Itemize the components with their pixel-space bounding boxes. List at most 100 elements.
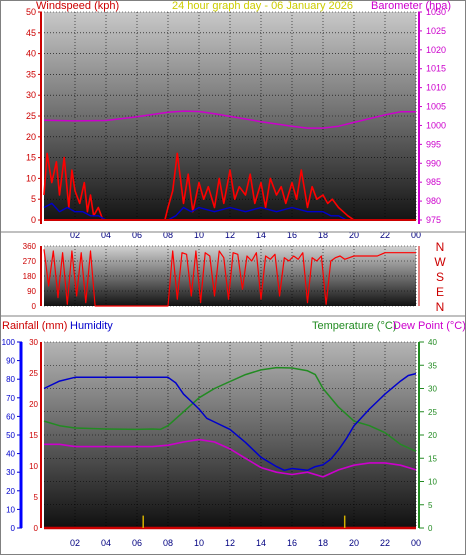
humidity-y-tick-label: 30	[6, 468, 15, 477]
wind-direction-line	[43, 249, 416, 307]
temp-x-tick-label: 02	[70, 538, 80, 548]
barometer-line	[43, 110, 416, 129]
dewpoint-line	[44, 438, 417, 478]
humidity-y-tick-label: 100	[2, 338, 16, 347]
temperature-axis-title: Temperature (°C)	[312, 320, 397, 332]
temp-y-tick-label: 40	[428, 338, 437, 347]
baro-y-tick-label: 1010	[426, 83, 446, 93]
temp-x-tick-label: 12	[225, 538, 235, 548]
wind-y-tick-label: 0	[31, 215, 36, 225]
baro-y-tick-label: 995	[426, 139, 441, 149]
wind-y-tick-label: 50	[26, 7, 36, 17]
wind-y-tick-label: 45	[26, 28, 36, 38]
temp-x-tick-label: 06	[132, 538, 142, 548]
dir-y-tick-label: 0	[32, 302, 37, 311]
dir-y-tick-label: 90	[27, 287, 36, 296]
graph-title: 24 hour graph day - 06 January 2026	[172, 0, 354, 12]
wind-x-tick-label: 08	[163, 230, 173, 240]
wind-average-line	[43, 202, 416, 221]
wind-y-tick-label: 40	[26, 49, 36, 59]
compass-label: E	[436, 285, 444, 299]
dir-y-tick-label: 180	[23, 272, 37, 281]
rain-y-tick-label: 20	[29, 400, 38, 409]
wind-x-tick-label: 20	[349, 230, 359, 240]
compass-label: S	[436, 270, 444, 284]
dewpoint-axis-title: Dew Point (°C)	[393, 320, 466, 332]
wind-y-tick-label: 35	[26, 69, 36, 79]
humidity-y-tick-label: 0	[11, 524, 16, 533]
humidity-y-tick-label: 50	[6, 431, 15, 440]
humidity-y-tick-label: 40	[6, 450, 15, 459]
compass-label: W	[434, 255, 446, 269]
temp-x-tick-label: 04	[101, 538, 111, 548]
wind-x-tick-label: 10	[194, 230, 204, 240]
wind-y-tick-label: 15	[26, 153, 36, 163]
temp-y-tick-label: 25	[428, 408, 437, 417]
baro-y-tick-label: 990	[426, 158, 441, 168]
baro-y-tick-label: 1030	[426, 7, 446, 17]
rain-y-tick-label: 0	[34, 524, 39, 533]
compass-label: N	[436, 240, 445, 254]
wind-y-tick-label: 10	[26, 173, 36, 183]
temperature-line	[43, 366, 417, 452]
wind-x-tick-label: 06	[132, 230, 142, 240]
barometer-axis-title: Barometer (hpa)	[371, 0, 452, 12]
wind-x-tick-label: 18	[318, 230, 328, 240]
wind-x-tick-label: 22	[380, 230, 390, 240]
temp-x-tick-label: 14	[256, 538, 266, 548]
humidity-y-tick-label: 90	[6, 357, 15, 366]
wind-y-tick-label: 20	[26, 132, 36, 142]
dir-y-tick-label: 270	[23, 257, 37, 266]
humidity-y-tick-label: 60	[6, 412, 15, 421]
wind-y-tick-label: 25	[26, 111, 36, 121]
temp-y-tick-label: 30	[428, 385, 437, 394]
compass-label: N	[436, 300, 445, 314]
wind-x-tick-label: 00	[411, 230, 421, 240]
rain-y-tick-label: 10	[29, 462, 38, 471]
baro-y-tick-label: 980	[426, 196, 441, 206]
temp-y-tick-label: 0	[428, 524, 433, 533]
temp-y-tick-label: 5	[428, 501, 433, 510]
temp-x-tick-label: 00	[411, 538, 421, 548]
humidity-y-tick-label: 70	[6, 394, 15, 403]
temp-x-tick-label: 10	[194, 538, 204, 548]
wind-x-tick-label: 04	[101, 230, 111, 240]
temp-y-tick-label: 35	[428, 361, 437, 370]
temp-x-tick-label: 16	[287, 538, 297, 548]
wind-y-tick-label: 5	[31, 194, 36, 204]
baro-y-tick-label: 1020	[426, 45, 446, 55]
rain-y-tick-label: 30	[29, 338, 38, 347]
temp-y-tick-label: 10	[428, 478, 437, 487]
humidity-y-tick-label: 20	[6, 487, 15, 496]
rain-y-tick-label: 15	[29, 431, 38, 440]
wind-x-tick-label: 16	[287, 230, 297, 240]
temp-x-tick-label: 20	[349, 538, 359, 548]
baro-y-tick-label: 975	[426, 215, 441, 225]
rainfall-axis-title: Rainfall (mm)	[2, 320, 68, 332]
windspeed-axis-title: Windspeed (kph)	[36, 0, 120, 12]
humidity-y-tick-label: 10	[6, 505, 15, 514]
humidity-y-tick-label: 80	[6, 375, 15, 384]
baro-y-tick-label: 1000	[426, 120, 446, 130]
wind-gust-line	[43, 152, 416, 221]
temp-x-tick-label: 22	[380, 538, 390, 548]
temp-x-tick-label: 18	[318, 538, 328, 548]
humidity-axis-title: Humidity	[70, 320, 113, 332]
rain-y-tick-label: 5	[34, 493, 39, 502]
temp-y-tick-label: 20	[428, 431, 437, 440]
baro-y-tick-label: 1015	[426, 64, 446, 74]
humidity-line	[43, 372, 417, 472]
dir-y-tick-label: 360	[23, 242, 37, 251]
rain-y-tick-label: 25	[29, 369, 38, 378]
baro-y-tick-label: 1025	[426, 26, 446, 36]
wind-x-tick-label: 12	[225, 230, 235, 240]
wind-x-tick-label: 14	[256, 230, 266, 240]
wind-x-tick-label: 02	[70, 230, 80, 240]
temp-x-tick-label: 08	[163, 538, 173, 548]
temp-y-tick-label: 15	[428, 454, 437, 463]
wind-y-tick-label: 30	[26, 90, 36, 100]
baro-y-tick-label: 985	[426, 177, 441, 187]
baro-y-tick-label: 1005	[426, 102, 446, 112]
